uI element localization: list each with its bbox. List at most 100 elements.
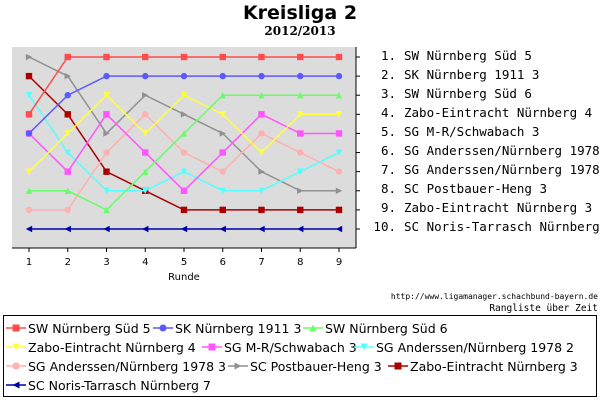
data-point	[360, 343, 368, 351]
ranking-position: 10.	[373, 219, 396, 234]
data-point	[394, 362, 402, 370]
x-tick-label: 1	[26, 257, 32, 268]
data-point	[103, 130, 110, 137]
data-point	[25, 111, 33, 118]
data-point	[142, 225, 149, 233]
x-tick-label: 8	[297, 257, 303, 268]
source-url: http://www.ligamanager.schachbund-bayern…	[390, 292, 598, 301]
data-point	[12, 381, 20, 389]
data-point	[219, 53, 226, 61]
data-point	[25, 187, 33, 194]
ranking-position: 9.	[380, 200, 396, 215]
data-point	[25, 168, 33, 175]
data-point	[335, 130, 343, 137]
data-point	[297, 53, 304, 61]
data-point	[180, 187, 188, 194]
data-point	[64, 72, 71, 80]
legend-label: SG Anderssen/Nürnberg 1978 2	[376, 339, 574, 355]
x-tick-label: 3	[103, 257, 109, 268]
legend-symbol	[6, 343, 26, 351]
data-point	[64, 130, 71, 137]
data-point	[25, 225, 33, 233]
plot-area	[12, 47, 356, 248]
data-point	[64, 206, 71, 214]
legend-item: SC Postbauer-Heng 3	[228, 357, 382, 375]
data-point	[258, 72, 265, 80]
data-point	[297, 92, 304, 99]
data-point	[25, 72, 33, 80]
data-point	[219, 206, 226, 214]
data-point	[180, 72, 188, 80]
ranking-position: 4.	[380, 105, 396, 120]
data-point	[180, 111, 188, 118]
data-point	[219, 72, 226, 80]
legend-label: SG Anderssen/Nürnberg 1978 3	[28, 358, 226, 374]
data-point	[142, 168, 149, 175]
legend-symbol	[6, 381, 26, 389]
data-point	[103, 149, 110, 156]
data-point	[258, 187, 265, 194]
data-point	[180, 225, 188, 233]
x-tick-label: 2	[65, 257, 71, 268]
data-point	[142, 111, 149, 118]
data-point	[258, 149, 265, 156]
data-point	[64, 225, 71, 233]
data-point	[258, 53, 265, 61]
data-point	[219, 168, 226, 175]
data-point	[142, 72, 149, 80]
data-point	[335, 168, 343, 175]
data-series	[25, 111, 343, 214]
x-tick-label: 6	[220, 257, 226, 268]
legend-item: SG Anderssen/Nürnberg 1978 2	[354, 338, 574, 356]
legend-label: Zabo-Eintracht Nürnberg 3	[410, 358, 578, 374]
data-point	[64, 149, 71, 156]
data-series	[25, 92, 343, 175]
data-point	[180, 53, 188, 61]
ranking-row: 7. SG Anderssen/Nürnberg 1978 3	[370, 162, 600, 178]
data-point	[335, 111, 343, 118]
legend-label: SC Noris-Tarrasch Nürnberg 7	[28, 377, 211, 393]
data-point	[12, 343, 20, 351]
legend-symbol	[6, 362, 26, 370]
data-series	[25, 53, 343, 194]
data-point	[309, 324, 317, 332]
chart-title: Kreisliga 2	[242, 2, 358, 24]
chart-legend: SW Nürnberg Süd 5 SK Nürnberg 1911 3 SW …	[3, 315, 597, 397]
data-point	[219, 149, 226, 156]
legend-symbol	[6, 324, 26, 332]
data-point	[103, 187, 110, 194]
data-point	[297, 168, 304, 175]
ranking-row: 3. SW Nürnberg Süd 6	[370, 86, 532, 102]
data-point	[219, 130, 226, 137]
data-point	[142, 149, 149, 156]
data-point	[335, 225, 343, 233]
data-point	[219, 111, 226, 118]
data-point	[103, 206, 110, 214]
ranking-team: SC Postbauer-Heng 3	[404, 181, 547, 196]
data-point	[64, 53, 71, 61]
legend-label: SG M-R/Schwabach 3	[224, 339, 357, 355]
ranking-team: SG Anderssen/Nürnberg 1978 3	[404, 162, 600, 177]
data-series	[25, 53, 343, 118]
x-tick-label: 9	[336, 257, 342, 268]
data-series	[25, 92, 343, 194]
legend-item: SC Noris-Tarrasch Nürnberg 7	[6, 376, 211, 394]
ranking-row: 1. SW Nürnberg Süd 5	[370, 48, 532, 64]
data-point	[64, 111, 71, 118]
ranking-team: Zabo-Eintracht Nürnberg 3	[404, 200, 593, 215]
data-point	[258, 225, 265, 233]
data-point	[142, 92, 149, 99]
data-point	[25, 53, 33, 61]
data-point	[25, 206, 33, 214]
ranking-row: 2. SK Nürnberg 1911 3	[370, 67, 540, 83]
data-point	[335, 72, 343, 80]
data-point	[297, 72, 304, 80]
ranking-position: 3.	[380, 86, 396, 101]
ranking-row: 5. SG M-R/Schwabach 3	[370, 124, 540, 140]
legend-label: Zabo-Eintracht Nürnberg 4	[28, 339, 196, 355]
data-point	[297, 130, 304, 137]
ranking-team: SG Anderssen/Nürnberg 1978 2	[404, 143, 600, 158]
ranking-team: SG M-R/Schwabach 3	[404, 124, 540, 139]
ranking-position: 8.	[380, 181, 396, 196]
data-point	[64, 92, 71, 99]
